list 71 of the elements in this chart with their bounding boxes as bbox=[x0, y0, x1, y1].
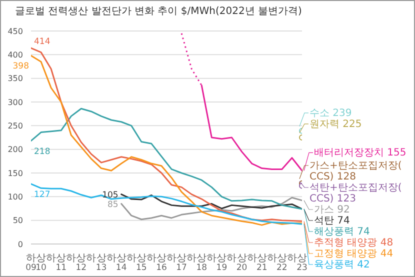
x-tick-label: 하 bbox=[246, 253, 257, 264]
x-tick-label: 하 bbox=[226, 253, 237, 264]
text: 09 bbox=[26, 263, 36, 273]
text: 해상풍력 74 bbox=[314, 226, 370, 238]
text: 배터리저장장치 155 bbox=[314, 148, 406, 159]
text: 20 bbox=[236, 263, 248, 273]
data-label: 85 bbox=[108, 200, 118, 210]
x-tick-label: 하 bbox=[166, 253, 177, 264]
x-tick-label: 하 bbox=[286, 253, 297, 264]
x-tick-label: 하 bbox=[146, 253, 156, 264]
chart-title: 글로벌 전력생산 발전단가 변화 추이 $/MWh(2022년 불변가격) bbox=[14, 5, 303, 19]
text: 가스+탄소포집저장(CCS) 128 bbox=[309, 160, 402, 182]
x-tick-label: 상 bbox=[156, 253, 166, 264]
data-label: 127 bbox=[34, 190, 50, 200]
text: 14 bbox=[116, 263, 127, 273]
data-label: 218 bbox=[34, 146, 50, 157]
text: 19 bbox=[216, 263, 228, 273]
x-tick-label: 하 bbox=[86, 253, 96, 264]
y-tick-label: 200 bbox=[8, 145, 23, 154]
y-tick-label: 300 bbox=[8, 98, 23, 107]
x-tick-label: 하 bbox=[46, 253, 56, 264]
data-label: 414 bbox=[34, 37, 50, 48]
x-tick-label: 하 bbox=[206, 253, 217, 264]
y-tick-label: 0 bbox=[18, 240, 23, 249]
y-tick-label: 250 bbox=[8, 122, 23, 131]
text: 수소 239 bbox=[309, 108, 352, 119]
y-tick-label: 350 bbox=[8, 74, 23, 84]
text: 13 bbox=[96, 263, 107, 273]
text: 15 bbox=[136, 263, 147, 273]
text: 10 bbox=[36, 263, 46, 273]
x-tick-label: 상 bbox=[196, 253, 207, 264]
x-tick-label: 상 bbox=[76, 253, 86, 264]
x-tick-label: 상 bbox=[276, 253, 287, 264]
text: 12 bbox=[76, 263, 87, 273]
x-tick-label: 상 bbox=[116, 253, 126, 264]
x-tick-label: 상 bbox=[236, 253, 247, 264]
text: 23 bbox=[296, 263, 308, 273]
x-tick-label: 하 bbox=[126, 253, 136, 264]
y-tick-label: 450 bbox=[8, 26, 23, 36]
text: 석탄+탄소포집저장(CCS) 123 bbox=[309, 182, 402, 204]
data-label: 105 bbox=[102, 190, 118, 200]
data-label: 398 bbox=[12, 62, 29, 72]
y-tick-label: 50 bbox=[12, 216, 23, 226]
y-tick-label: 150 bbox=[8, 168, 23, 178]
x-tick-label: 상 bbox=[136, 253, 146, 264]
x-tick-label: 상 bbox=[36, 253, 46, 264]
text: 석탄 74 bbox=[314, 216, 350, 226]
text: 16 bbox=[156, 263, 167, 273]
x-tick-label: 상 bbox=[96, 253, 106, 264]
x-tick-label: 하 bbox=[66, 253, 76, 264]
x-tick-label: 상 bbox=[216, 253, 227, 264]
x-tick-label: 상 bbox=[176, 253, 187, 264]
text: 17 bbox=[176, 263, 187, 273]
text: 고정형 태양광 44 bbox=[314, 248, 394, 260]
text: 추적형 태양광 48 bbox=[314, 238, 394, 248]
text: 21 bbox=[256, 263, 268, 273]
x-tick-label: 상 bbox=[297, 253, 307, 264]
x-tick-label: 상 bbox=[256, 253, 267, 264]
x-tick-label: 상 bbox=[56, 253, 66, 264]
x-tick-label: 하 bbox=[266, 253, 277, 264]
text: 22 bbox=[276, 263, 288, 273]
x-tick-label: 하 bbox=[26, 253, 36, 264]
text: 원자력 225 bbox=[309, 118, 362, 130]
x-tick-label: 하 bbox=[186, 253, 197, 264]
text: 11 bbox=[56, 263, 67, 273]
text: 18 bbox=[196, 263, 208, 273]
text: 가스 92 bbox=[314, 204, 350, 216]
y-tick-label: 100 bbox=[8, 192, 23, 202]
x-tick-label: 하 bbox=[106, 253, 116, 264]
y-tick-label: 400 bbox=[8, 50, 23, 60]
text: 육상풍력 42 bbox=[314, 260, 370, 270]
